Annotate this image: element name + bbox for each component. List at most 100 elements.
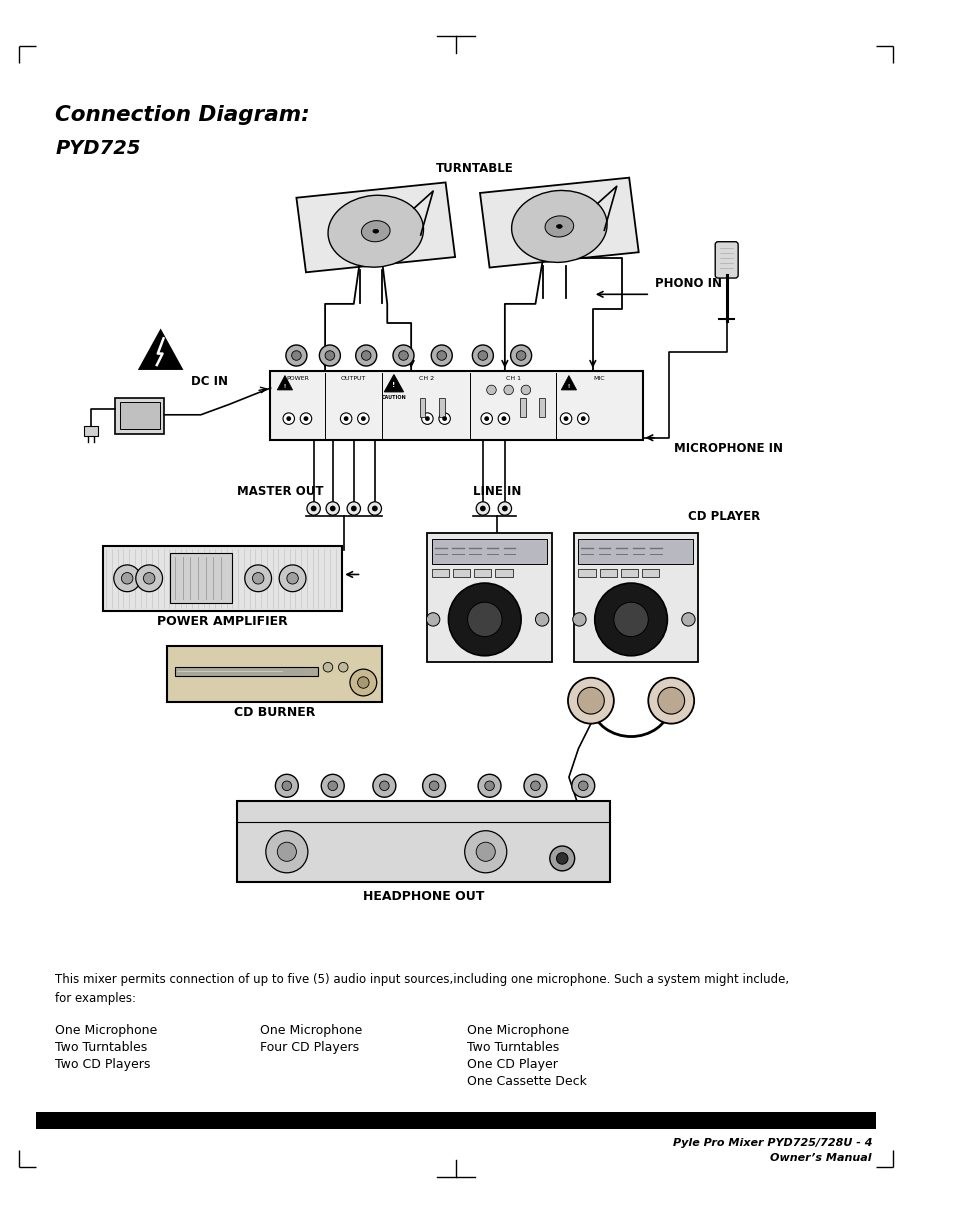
Bar (36, 1112, 875, 1129)
Circle shape (266, 831, 308, 873)
Bar (453, 569, 470, 577)
Circle shape (480, 412, 492, 425)
Circle shape (438, 412, 450, 425)
Circle shape (347, 502, 360, 516)
Bar (103, 546, 342, 611)
Bar (432, 569, 449, 577)
Circle shape (501, 506, 507, 512)
Circle shape (484, 781, 494, 791)
Ellipse shape (361, 221, 390, 241)
Circle shape (572, 613, 585, 626)
Circle shape (510, 344, 531, 366)
Text: Pyle Pro Mixer PYD725/728U - 4: Pyle Pro Mixer PYD725/728U - 4 (672, 1138, 871, 1147)
Circle shape (503, 386, 513, 394)
Text: MICROPHONE IN: MICROPHONE IN (674, 442, 782, 455)
Circle shape (307, 502, 320, 516)
Ellipse shape (556, 224, 561, 228)
Text: for examples:: for examples: (55, 992, 136, 1006)
Bar (578, 569, 595, 577)
Text: One Microphone: One Microphone (55, 1024, 157, 1037)
Polygon shape (560, 376, 576, 389)
Circle shape (286, 344, 307, 366)
Text: Owner’s Manual: Owner’s Manual (770, 1152, 871, 1163)
Bar (167, 647, 382, 701)
Circle shape (328, 781, 337, 791)
Circle shape (681, 613, 695, 626)
Text: One Cassette Deck: One Cassette Deck (466, 1076, 586, 1088)
Circle shape (245, 565, 272, 592)
Circle shape (350, 670, 376, 696)
Circle shape (277, 842, 296, 861)
Text: Two Turntables: Two Turntables (466, 1041, 558, 1054)
Circle shape (311, 506, 316, 512)
Circle shape (287, 573, 298, 583)
Circle shape (357, 412, 369, 425)
Text: Two Turntables: Two Turntables (55, 1041, 148, 1054)
Text: CH 2: CH 2 (418, 376, 434, 381)
Text: CD PLAYER: CD PLAYER (688, 509, 760, 523)
Bar (519, 398, 525, 417)
Circle shape (275, 774, 298, 797)
Circle shape (422, 774, 445, 797)
Circle shape (323, 662, 333, 672)
Circle shape (372, 506, 377, 512)
Circle shape (282, 781, 292, 791)
Circle shape (563, 416, 568, 421)
Circle shape (398, 351, 408, 360)
Bar (119, 403, 159, 429)
Circle shape (448, 583, 520, 656)
Circle shape (613, 602, 648, 637)
Circle shape (361, 351, 371, 360)
Polygon shape (296, 182, 455, 273)
Text: HEADPHONE OUT: HEADPHONE OUT (362, 889, 484, 902)
Circle shape (426, 613, 439, 626)
Circle shape (143, 573, 154, 583)
Bar (174, 667, 318, 676)
Circle shape (577, 412, 588, 425)
Circle shape (648, 678, 694, 724)
Text: CD BURNER: CD BURNER (233, 706, 314, 719)
Ellipse shape (544, 216, 573, 237)
Text: Connection Diagram:: Connection Diagram: (55, 106, 310, 125)
Circle shape (472, 344, 493, 366)
Circle shape (484, 416, 489, 421)
Bar (270, 371, 642, 439)
Circle shape (580, 416, 585, 421)
Text: CH 1: CH 1 (505, 376, 520, 381)
Circle shape (497, 502, 511, 516)
Bar (538, 398, 544, 417)
Circle shape (578, 781, 587, 791)
Circle shape (283, 412, 294, 425)
Circle shape (319, 344, 340, 366)
Bar (573, 534, 698, 662)
Circle shape (476, 502, 489, 516)
Text: One CD Player: One CD Player (466, 1058, 557, 1071)
Circle shape (658, 688, 684, 714)
Circle shape (501, 416, 506, 421)
Circle shape (340, 412, 352, 425)
Bar (84, 426, 97, 435)
Text: LINE IN: LINE IN (473, 485, 521, 499)
Circle shape (431, 344, 452, 366)
Circle shape (330, 506, 335, 512)
Circle shape (321, 774, 344, 797)
Circle shape (355, 344, 376, 366)
Circle shape (523, 774, 546, 797)
Circle shape (253, 573, 264, 583)
Text: OUTPUT: OUTPUT (341, 376, 366, 381)
Text: POWER AMPLIFIER: POWER AMPLIFIER (157, 615, 288, 628)
Bar (419, 398, 425, 417)
Circle shape (556, 853, 567, 864)
Circle shape (516, 351, 525, 360)
Text: CAUTION: CAUTION (381, 395, 406, 400)
Circle shape (279, 565, 306, 592)
Circle shape (535, 613, 548, 626)
Text: MASTER OUT: MASTER OUT (237, 485, 323, 499)
Circle shape (429, 781, 438, 791)
Bar (427, 534, 551, 662)
Circle shape (559, 412, 571, 425)
Circle shape (442, 416, 447, 421)
Circle shape (373, 774, 395, 797)
Circle shape (300, 412, 312, 425)
Circle shape (292, 351, 301, 360)
